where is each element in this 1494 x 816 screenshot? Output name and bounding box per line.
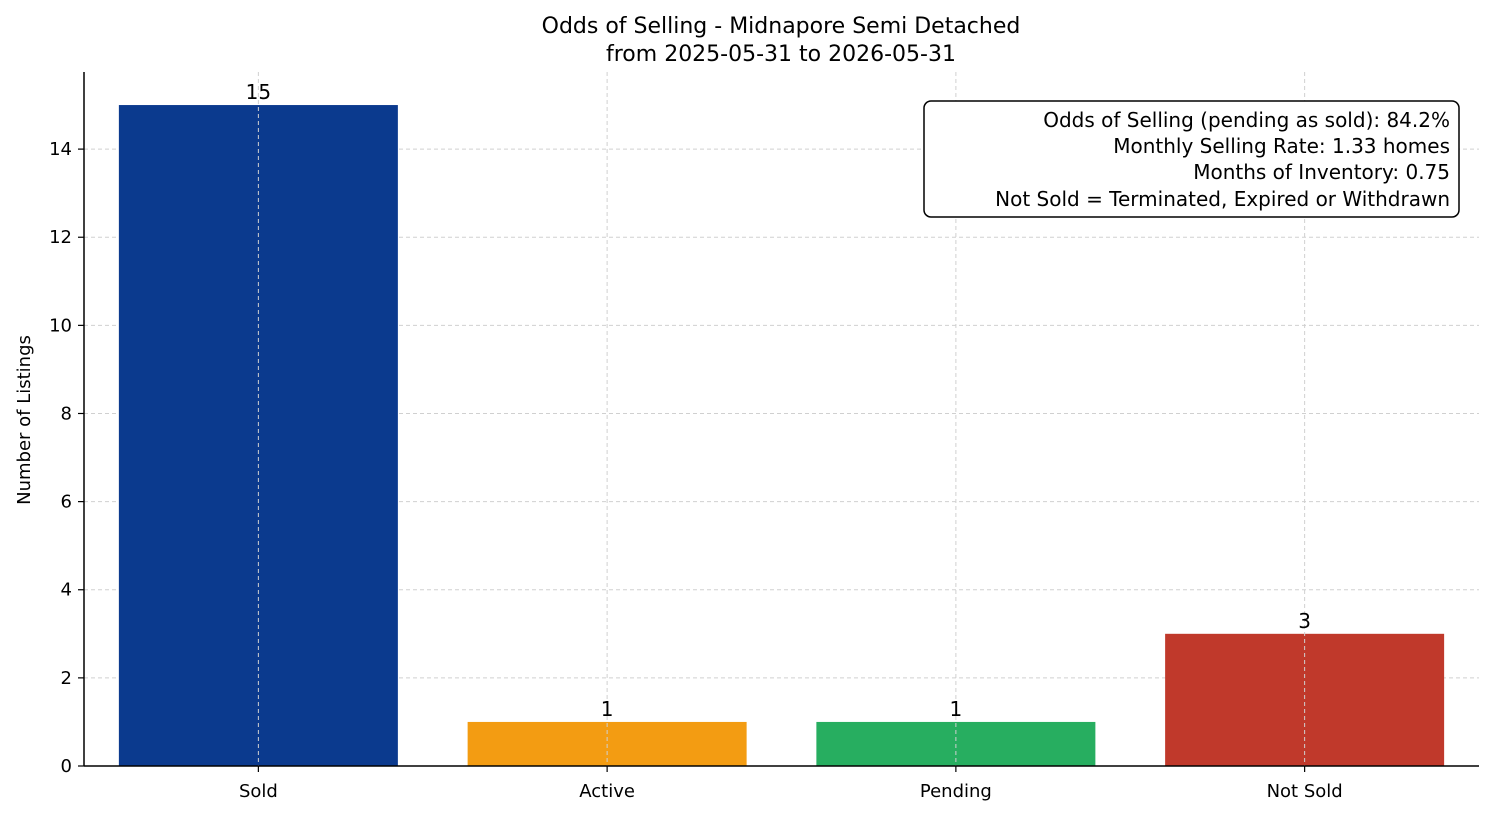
- info-box-frame: [923, 100, 1460, 218]
- bars-layer: 15 1 1 3: [118, 72, 1445, 767]
- y-tick-label: 4: [61, 580, 72, 601]
- data-label: 1: [950, 697, 963, 721]
- y-tick-label: 14: [49, 139, 72, 160]
- x-tick-label: Pending: [920, 781, 992, 802]
- data-label: 3: [1298, 609, 1311, 633]
- y-tick-label: 6: [61, 492, 72, 513]
- info-monthly-selling-rate: Monthly Selling Rate: 1.33 homes: [1113, 134, 1450, 158]
- info-box: Odds of Selling (pending as sold): 84.2%…: [923, 100, 1460, 218]
- info-not-sold-definition: Not Sold = Terminated, Expired or Withdr…: [995, 187, 1450, 211]
- y-tick-label: 10: [49, 315, 72, 336]
- chart-title: Odds of Selling - Midnapore Semi Detache…: [542, 14, 1021, 39]
- y-tick-label: 2: [61, 668, 72, 689]
- y-tick-label: 12: [49, 227, 72, 248]
- data-label: 1: [601, 697, 614, 721]
- y-axis-label: Number of Listings: [14, 335, 35, 505]
- x-tick-label: Active: [579, 781, 635, 802]
- x-tick-label: Sold: [239, 781, 278, 802]
- axes-layer: 0 2 4 6 8 10 12 14 Sold Active Pending Not Sold: [49, 72, 1479, 802]
- info-odds-of-selling: Odds of Selling (pending as sold): 84.2%: [1043, 108, 1450, 132]
- info-months-of-inventory: Months of Inventory: 0.75: [1193, 160, 1450, 184]
- bar-sold: [118, 105, 398, 767]
- y-tick-label: 0: [61, 756, 72, 777]
- data-label: 15: [246, 80, 271, 104]
- x-tick-label: Not Sold: [1267, 781, 1343, 802]
- chart-subtitle: from 2025-05-31 to 2026-05-31: [606, 42, 956, 67]
- y-tick-label: 8: [61, 403, 72, 424]
